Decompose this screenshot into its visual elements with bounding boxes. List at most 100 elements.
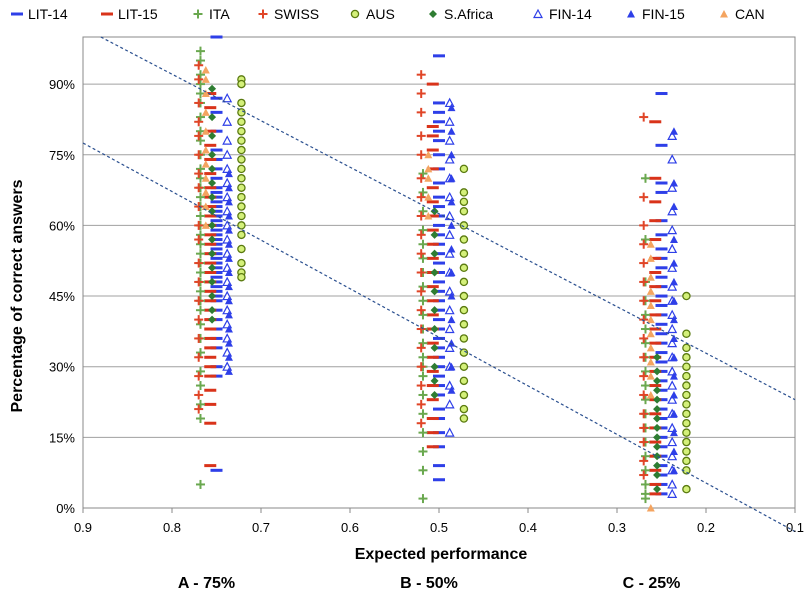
- data-point: [426, 186, 439, 190]
- data-point: [426, 200, 439, 204]
- data-point: [649, 468, 662, 472]
- data-point: [210, 299, 223, 303]
- data-point: [649, 200, 662, 204]
- data-point: [667, 479, 678, 489]
- data-point: [639, 409, 649, 419]
- data-point: [195, 249, 205, 259]
- data-point: [195, 164, 205, 174]
- data-point: [210, 214, 223, 218]
- data-point: [682, 371, 691, 381]
- data-point: [237, 221, 246, 230]
- data-point: [204, 205, 217, 209]
- data-point: [639, 470, 649, 480]
- data-point: [210, 242, 223, 246]
- data-point: [194, 352, 204, 362]
- data-point: [204, 289, 217, 293]
- data-point: [646, 357, 655, 366]
- data-point: [653, 405, 662, 414]
- data-point: [222, 177, 233, 188]
- data-point: [667, 380, 678, 390]
- data-point: [208, 150, 217, 159]
- data-point: [237, 145, 246, 155]
- x-tick-label: 0.9: [74, 520, 92, 535]
- data-point: [640, 395, 650, 405]
- data-point: [655, 219, 668, 223]
- data-point: [682, 329, 691, 338]
- data-point: [222, 262, 233, 272]
- data-point: [433, 223, 445, 227]
- data-point: [222, 347, 233, 357]
- data-point: [416, 305, 426, 315]
- data-point: [682, 447, 691, 456]
- series-fin-15: [224, 103, 678, 474]
- data-point: [416, 343, 426, 353]
- data-point: [204, 271, 217, 274]
- data-point: [639, 390, 649, 400]
- data-point: [224, 282, 233, 291]
- data-point: [640, 489, 650, 499]
- data-point: [426, 148, 439, 152]
- data-point: [204, 365, 217, 369]
- data-point: [682, 291, 691, 301]
- data-point: [655, 388, 668, 392]
- data-point: [237, 155, 246, 164]
- data-point: [655, 313, 668, 317]
- data-point: [195, 70, 205, 80]
- data-point: [447, 174, 456, 182]
- data-point: [195, 79, 205, 89]
- data-point: [195, 230, 205, 240]
- data-point: [667, 337, 678, 348]
- data-point: [669, 277, 678, 286]
- y-tick-label: 30%: [49, 360, 75, 375]
- data-point: [430, 230, 439, 239]
- legend-label: FIN-15: [642, 6, 685, 22]
- data-point: [639, 220, 649, 230]
- data-point: [208, 221, 217, 230]
- data-point: [669, 202, 678, 211]
- data-point: [646, 343, 655, 352]
- data-point: [669, 409, 678, 418]
- data-point: [646, 504, 655, 512]
- data-point: [444, 248, 455, 258]
- data-point: [222, 319, 233, 329]
- data-point: [208, 315, 217, 324]
- data-point: [655, 303, 668, 307]
- legend-item: ITA: [193, 6, 230, 22]
- y-tick-label: 90%: [49, 77, 75, 92]
- data-point: [418, 446, 428, 456]
- data-point: [655, 275, 668, 279]
- data-point: [204, 346, 217, 350]
- data-point: [667, 422, 678, 433]
- data-point: [682, 456, 691, 466]
- legend-item: LIT-14: [11, 6, 68, 22]
- trend-line: [100, 36, 796, 401]
- data-point: [210, 256, 223, 260]
- data-point: [204, 388, 217, 392]
- x-axis-title: Expected performance: [355, 546, 528, 563]
- data-point: [195, 239, 205, 249]
- data-point: [195, 46, 205, 56]
- data-point: [222, 304, 233, 315]
- data-point: [237, 98, 246, 108]
- series-lit-14: [210, 35, 668, 496]
- data-point: [210, 271, 223, 274]
- data-point: [459, 291, 469, 301]
- data-point: [424, 164, 433, 173]
- data-point: [224, 254, 233, 262]
- data-point: [208, 235, 217, 244]
- data-point: [201, 160, 210, 168]
- data-point: [444, 323, 455, 334]
- data-point: [426, 417, 439, 421]
- data-point: [640, 494, 650, 504]
- group-label: C - 25%: [623, 575, 681, 592]
- data-point: [433, 110, 445, 114]
- data-point: [653, 376, 662, 385]
- series-swiss: [194, 60, 649, 480]
- data-point: [194, 371, 204, 381]
- data-point: [418, 310, 428, 320]
- data-point: [433, 280, 445, 284]
- data-point: [201, 188, 210, 196]
- data-point: [655, 190, 668, 194]
- data-point: [195, 381, 205, 391]
- data-point: [195, 414, 205, 424]
